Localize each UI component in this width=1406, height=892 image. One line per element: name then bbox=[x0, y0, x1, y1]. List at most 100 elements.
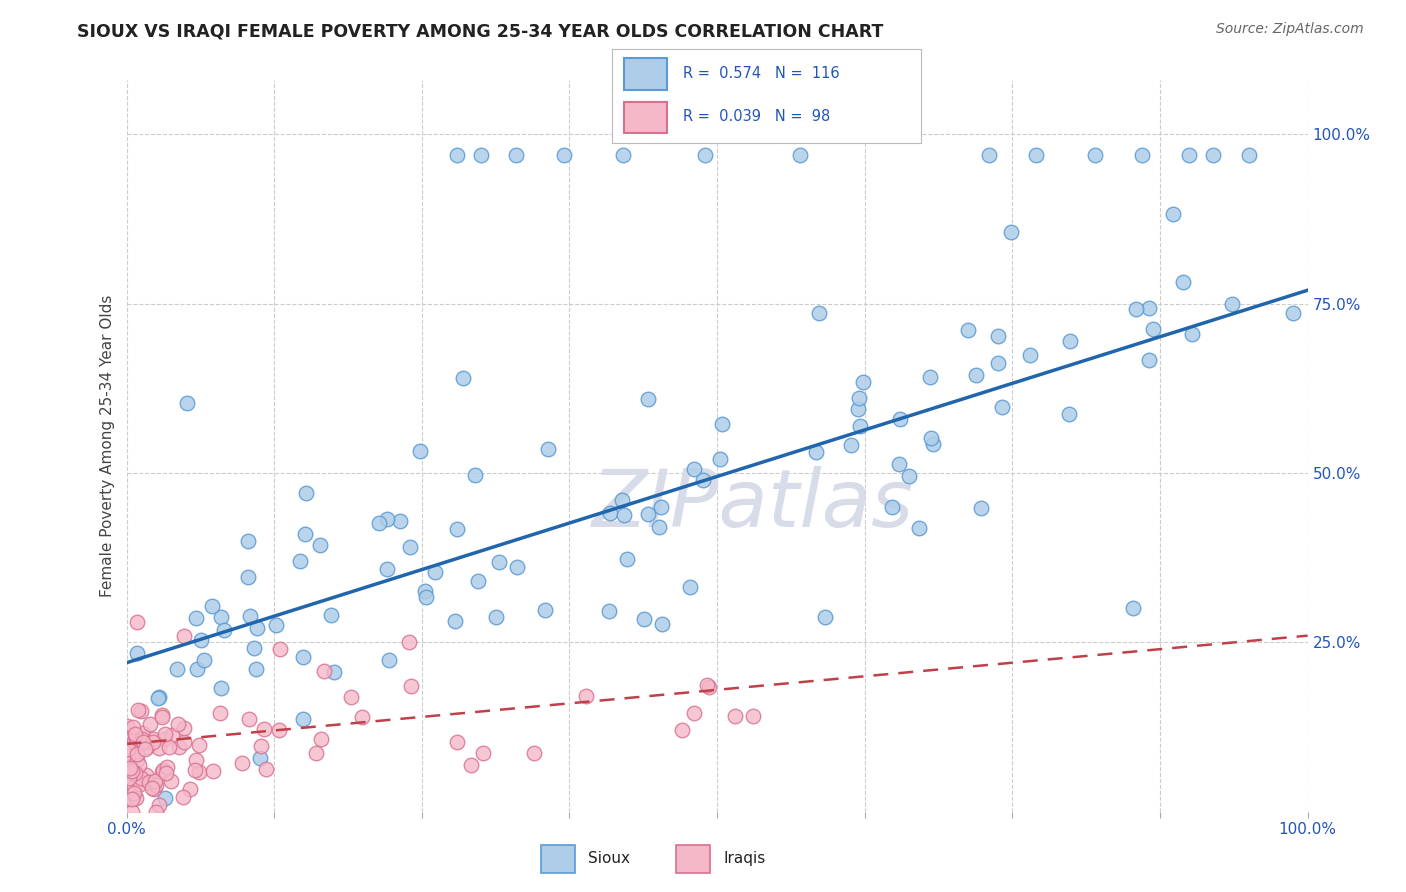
Point bbox=[908, 521, 931, 535]
Point bbox=[202, 764, 225, 779]
Point bbox=[616, 552, 638, 566]
Point bbox=[446, 735, 468, 749]
Point bbox=[125, 731, 148, 746]
Point bbox=[695, 148, 717, 162]
Point bbox=[184, 763, 207, 777]
Point bbox=[305, 746, 328, 760]
Point bbox=[121, 805, 143, 819]
Point bbox=[295, 485, 318, 500]
Point bbox=[1122, 600, 1144, 615]
Point bbox=[246, 621, 269, 635]
Point bbox=[124, 727, 146, 741]
Point bbox=[1282, 305, 1305, 319]
Point bbox=[120, 761, 142, 775]
Point bbox=[135, 767, 157, 781]
Point bbox=[398, 635, 420, 649]
Point bbox=[849, 418, 872, 433]
Point bbox=[920, 369, 942, 384]
Point bbox=[143, 773, 166, 788]
Point bbox=[141, 780, 163, 795]
Point bbox=[711, 417, 734, 431]
Point bbox=[269, 642, 291, 657]
Point bbox=[485, 609, 508, 624]
Point bbox=[150, 710, 173, 724]
Point bbox=[682, 706, 704, 721]
Point bbox=[129, 777, 152, 791]
Point bbox=[1019, 348, 1042, 362]
Point bbox=[142, 732, 165, 747]
Point bbox=[122, 720, 145, 734]
Point bbox=[131, 732, 153, 747]
Point bbox=[115, 792, 138, 806]
Point bbox=[378, 652, 401, 666]
Point bbox=[209, 610, 232, 624]
FancyBboxPatch shape bbox=[624, 102, 668, 134]
Point bbox=[534, 603, 557, 617]
Point bbox=[537, 442, 560, 457]
Point bbox=[122, 734, 145, 748]
Point bbox=[920, 431, 942, 445]
FancyBboxPatch shape bbox=[676, 845, 710, 872]
Point bbox=[415, 591, 437, 605]
Point bbox=[1137, 353, 1160, 368]
Point bbox=[209, 681, 232, 696]
Point bbox=[1178, 148, 1201, 162]
Point bbox=[898, 469, 921, 483]
Point bbox=[256, 763, 278, 777]
Point bbox=[446, 522, 468, 536]
Point bbox=[472, 746, 495, 760]
Point bbox=[352, 710, 374, 724]
Point bbox=[145, 805, 167, 819]
Point bbox=[970, 501, 993, 516]
Point bbox=[153, 791, 176, 805]
Point bbox=[184, 611, 207, 625]
Point bbox=[956, 322, 979, 336]
Point bbox=[488, 555, 510, 569]
Point bbox=[846, 402, 869, 417]
Point bbox=[294, 526, 316, 541]
Point bbox=[131, 771, 153, 785]
Point bbox=[142, 734, 165, 748]
Point bbox=[1125, 301, 1147, 316]
Point bbox=[505, 148, 527, 162]
Point bbox=[388, 514, 411, 528]
Point bbox=[173, 629, 195, 643]
Point bbox=[889, 412, 911, 426]
Text: ZIPatlas: ZIPatlas bbox=[592, 466, 914, 543]
Point bbox=[153, 727, 176, 741]
Point bbox=[637, 392, 659, 407]
Point bbox=[575, 690, 598, 704]
Point bbox=[697, 680, 720, 694]
Point bbox=[464, 467, 486, 482]
Point bbox=[264, 618, 287, 632]
Point bbox=[250, 739, 273, 754]
Point bbox=[413, 583, 436, 598]
Point bbox=[612, 492, 634, 507]
Point bbox=[127, 703, 149, 717]
Point bbox=[683, 462, 706, 476]
Point bbox=[1222, 297, 1244, 311]
Point bbox=[253, 723, 276, 737]
Point bbox=[152, 764, 174, 778]
Point bbox=[377, 562, 399, 576]
Point bbox=[148, 741, 170, 756]
Point bbox=[789, 148, 811, 162]
Point bbox=[156, 760, 179, 774]
Point bbox=[839, 437, 862, 451]
Point bbox=[187, 764, 209, 779]
Point bbox=[709, 452, 731, 467]
Point bbox=[991, 400, 1014, 414]
Point bbox=[249, 751, 271, 765]
Point bbox=[977, 148, 1000, 162]
Point bbox=[598, 604, 620, 618]
Point bbox=[309, 731, 332, 746]
Point bbox=[136, 739, 159, 754]
Point bbox=[150, 764, 173, 779]
Point bbox=[1057, 407, 1080, 421]
Point bbox=[290, 554, 312, 568]
Point bbox=[965, 368, 987, 382]
Point bbox=[134, 742, 156, 756]
Point bbox=[121, 787, 143, 801]
Point bbox=[409, 443, 432, 458]
Point bbox=[267, 723, 290, 737]
